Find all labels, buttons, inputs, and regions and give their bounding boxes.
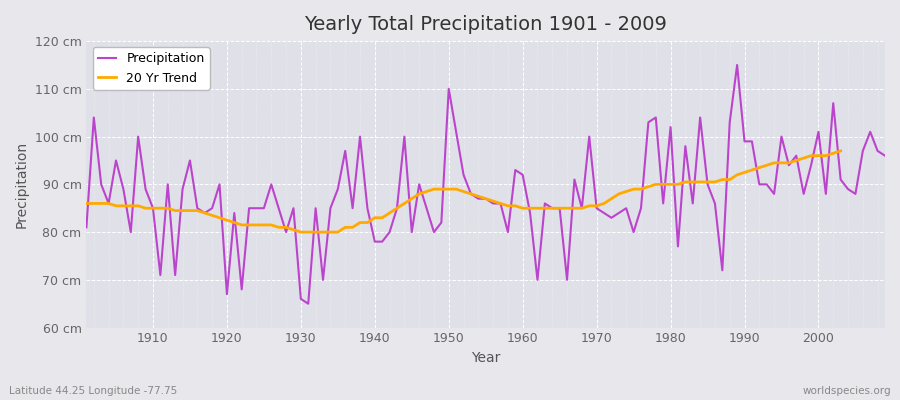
- Precipitation: [81, 225, 92, 230]
- X-axis label: Year: Year: [471, 351, 500, 365]
- 20 Yr Trend: [81, 201, 92, 206]
- Text: Latitude 44.25 Longitude -77.75: Latitude 44.25 Longitude -77.75: [9, 386, 177, 396]
- Precipitation: [302, 301, 313, 306]
- Precipitation: [525, 210, 535, 215]
- Line: 20 Yr Trend: 20 Yr Trend: [86, 151, 841, 232]
- Precipitation: [140, 187, 151, 192]
- Precipitation: [614, 210, 625, 215]
- 20 Yr Trend: [754, 165, 765, 170]
- 20 Yr Trend: [791, 158, 802, 163]
- 20 Yr Trend: [525, 206, 535, 211]
- Precipitation: [310, 206, 321, 211]
- Y-axis label: Precipitation: Precipitation: [15, 141, 29, 228]
- Precipitation: [732, 62, 742, 67]
- 20 Yr Trend: [288, 227, 299, 232]
- 20 Yr Trend: [776, 160, 787, 165]
- 20 Yr Trend: [295, 230, 306, 234]
- 20 Yr Trend: [835, 148, 846, 153]
- Precipitation: [518, 172, 528, 177]
- Line: Precipitation: Precipitation: [86, 65, 885, 304]
- Precipitation: [879, 153, 890, 158]
- 20 Yr Trend: [769, 160, 779, 165]
- Text: worldspecies.org: worldspecies.org: [803, 386, 891, 396]
- Legend: Precipitation, 20 Yr Trend: Precipitation, 20 Yr Trend: [93, 47, 210, 90]
- Title: Yearly Total Precipitation 1901 - 2009: Yearly Total Precipitation 1901 - 2009: [304, 15, 667, 34]
- Precipitation: [355, 134, 365, 139]
